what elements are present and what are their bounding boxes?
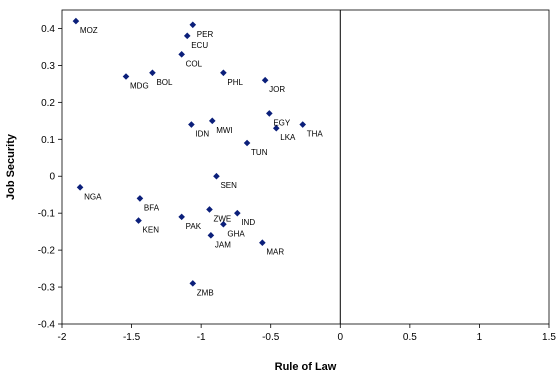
y-tick-label: -0.2 bbox=[38, 246, 56, 257]
point-label-mdg: MDG bbox=[130, 81, 149, 90]
data-point-per bbox=[189, 21, 197, 29]
data-point-sen bbox=[213, 172, 220, 180]
point-label-nga: NGA bbox=[84, 192, 102, 201]
point-label-moz: MOZ bbox=[80, 26, 98, 35]
data-point-tha bbox=[299, 121, 307, 128]
point-label-phl: PHL bbox=[227, 78, 243, 87]
data-point-zwe bbox=[206, 206, 213, 213]
point-label-egy: EGY bbox=[273, 118, 291, 127]
x-tick-label: 1.5 bbox=[542, 332, 556, 343]
data-point-mdg bbox=[122, 73, 130, 80]
x-tick-label: 1 bbox=[477, 332, 483, 343]
data-point-tun bbox=[243, 139, 251, 147]
point-label-gha: GHA bbox=[227, 229, 245, 238]
data-point-mar bbox=[259, 239, 266, 247]
y-tick-label: 0.1 bbox=[41, 135, 55, 146]
point-label-sen: SEN bbox=[220, 181, 237, 190]
x-tick-label: 0 bbox=[338, 332, 344, 343]
point-label-bol: BOL bbox=[156, 78, 173, 87]
point-label-idn: IDN bbox=[195, 130, 209, 139]
data-point-ecu bbox=[183, 32, 191, 40]
data-point-zmb bbox=[189, 280, 197, 287]
point-label-per: PER bbox=[197, 30, 214, 39]
point-label-tun: TUN bbox=[251, 148, 268, 157]
point-label-jor: JOR bbox=[269, 85, 285, 94]
point-label-mwi: MWI bbox=[216, 126, 232, 135]
point-label-ecu: ECU bbox=[191, 41, 208, 50]
x-tick-label: -2 bbox=[58, 332, 67, 343]
data-point-jor bbox=[261, 76, 269, 84]
data-point-jam bbox=[207, 232, 215, 239]
y-tick-label: 0.3 bbox=[41, 61, 55, 72]
data-point-idn bbox=[188, 121, 195, 128]
x-tick-labels: -2 -1.5 -1 -0.5 0 0.5 1 1.5 bbox=[58, 332, 557, 343]
x-tick-label: -1.5 bbox=[123, 332, 141, 343]
point-label-col: COL bbox=[186, 59, 203, 68]
y-tick-label: -0.1 bbox=[38, 209, 56, 220]
data-point-labels: MOZ PER ECU COL BOL MDG PHL JOR EGY LKA THA IDN MWI T… bbox=[80, 26, 323, 297]
point-label-pak: PAK bbox=[186, 222, 202, 231]
point-label-lka: LKA bbox=[280, 133, 296, 142]
x-tick-label: 0.5 bbox=[403, 332, 417, 343]
data-point-lka bbox=[272, 124, 280, 132]
data-point-ken bbox=[135, 217, 142, 224]
data-point-pak bbox=[178, 213, 185, 221]
point-label-jam: JAM bbox=[215, 240, 231, 249]
y-tick-label: -0.4 bbox=[38, 320, 56, 331]
y-tick-label: 0.4 bbox=[41, 24, 55, 35]
data-point-moz bbox=[72, 17, 80, 25]
data-point-col bbox=[178, 51, 185, 58]
point-label-ken: KEN bbox=[143, 226, 160, 235]
x-axis-title: Rule of Law bbox=[275, 361, 337, 373]
data-point-egy bbox=[266, 110, 273, 117]
data-point-gha bbox=[220, 220, 227, 228]
data-points bbox=[72, 17, 307, 287]
data-point-mwi bbox=[208, 117, 216, 125]
axis-ticks bbox=[58, 28, 550, 328]
y-tick-label: 0.2 bbox=[41, 98, 55, 109]
data-point-bfa bbox=[136, 195, 144, 202]
y-tick-label: 0 bbox=[49, 172, 55, 183]
point-label-tha: THA bbox=[307, 130, 324, 139]
plot-area-frame bbox=[61, 9, 550, 325]
data-point-bol bbox=[149, 69, 156, 77]
y-tick-label: -0.3 bbox=[38, 283, 56, 294]
data-point-nga bbox=[76, 184, 84, 191]
point-label-bfa: BFA bbox=[144, 203, 160, 212]
data-point-phl bbox=[220, 69, 227, 77]
data-point-ind bbox=[234, 209, 241, 217]
y-axis-title: Job Security bbox=[5, 133, 17, 200]
point-label-mar: MAR bbox=[266, 248, 284, 257]
y-tick-labels: -0.4 -0.3 -0.2 -0.1 0 0.1 0.2 0.3 0.4 bbox=[38, 24, 56, 331]
point-label-zmb: ZMB bbox=[197, 288, 214, 297]
x-tick-label: -1 bbox=[197, 332, 206, 343]
x-tick-label: -0.5 bbox=[262, 332, 280, 343]
point-label-ind: IND bbox=[241, 218, 255, 227]
point-label-zwe: ZWE bbox=[213, 214, 231, 223]
